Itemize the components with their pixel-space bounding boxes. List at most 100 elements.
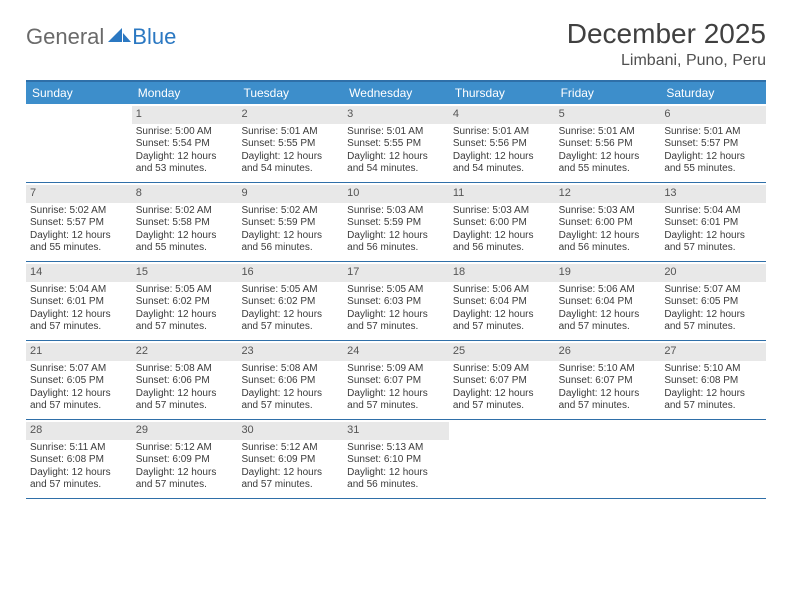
day-cell: 30Sunrise: 5:12 AMSunset: 6:09 PMDayligh… xyxy=(237,420,343,498)
weekday-header: Monday xyxy=(132,82,238,104)
day-cell: 23Sunrise: 5:08 AMSunset: 6:06 PMDayligh… xyxy=(237,341,343,419)
day-cell: 16 Sunrise: 5:05 AMSunset: 6:02 PMDayligh… xyxy=(237,262,343,340)
daylight-line: Daylight: 12 hours and 57 minutes. xyxy=(559,309,657,334)
sunset-line: Sunset: 6:01 PM xyxy=(664,217,762,230)
daylight-line: Daylight: 12 hours and 57 minutes. xyxy=(453,388,551,413)
day-cell: 12Sunrise: 5:03 AMSunset: 6:00 PMDayligh… xyxy=(555,183,661,261)
day-cell: 26Sunrise: 5:10 AMSunset: 6:07 PMDayligh… xyxy=(555,341,661,419)
day-number: 31 xyxy=(343,422,449,440)
sunset-line: Sunset: 6:06 PM xyxy=(136,375,234,388)
sunset-line: Sunset: 6:02 PM xyxy=(241,296,339,309)
sunrise-line: Sunrise: 5:07 AM xyxy=(30,363,128,376)
weekday-header: Saturday xyxy=(660,82,766,104)
sunset-line: Sunset: 6:09 PM xyxy=(136,454,234,467)
sunset-line: Sunset: 6:05 PM xyxy=(30,375,128,388)
day-cell: 25Sunrise: 5:09 AMSunset: 6:07 PMDayligh… xyxy=(449,341,555,419)
daylight-line: Daylight: 12 hours and 57 minutes. xyxy=(136,467,234,492)
sunrise-line: Sunrise: 5:07 AM xyxy=(664,284,762,297)
calendar: SundayMondayTuesdayWednesdayThursdayFrid… xyxy=(26,80,766,499)
day-number: 11 xyxy=(449,185,555,203)
day-number: 2 xyxy=(237,106,343,124)
header: General Blue December 2025 Limbani, Puno… xyxy=(26,18,766,70)
daylight-line: Daylight: 12 hours and 57 minutes. xyxy=(241,388,339,413)
day-cell: 14Sunrise: 5:04 AMSunset: 6:01 PMDayligh… xyxy=(26,262,132,340)
day-number: 7 xyxy=(26,185,132,203)
daylight-line: Daylight: 12 hours and 57 minutes. xyxy=(664,230,762,255)
day-number: 27 xyxy=(660,343,766,361)
sunrise-line: Sunrise: 5:12 AM xyxy=(241,442,339,455)
day-cell: 11Sunrise: 5:03 AMSunset: 6:00 PMDayligh… xyxy=(449,183,555,261)
sunset-line: Sunset: 6:00 PM xyxy=(453,217,551,230)
day-cell xyxy=(660,420,766,498)
day-number: 15 xyxy=(132,264,238,282)
sunrise-line: Sunrise: 5:05 AM xyxy=(241,284,339,297)
daylight-line: Daylight: 12 hours and 55 minutes. xyxy=(664,151,762,176)
weekday-header: Sunday xyxy=(26,82,132,104)
day-number: 5 xyxy=(555,106,661,124)
week-row: 7Sunrise: 5:02 AMSunset: 5:57 PMDaylight… xyxy=(26,183,766,262)
day-number: 29 xyxy=(132,422,238,440)
day-cell: 2Sunrise: 5:01 AMSunset: 5:55 PMDaylight… xyxy=(237,104,343,182)
sunset-line: Sunset: 6:09 PM xyxy=(241,454,339,467)
day-number: 25 xyxy=(449,343,555,361)
sunset-line: Sunset: 5:56 PM xyxy=(559,138,657,151)
sunset-line: Sunset: 6:10 PM xyxy=(347,454,445,467)
sunrise-line: Sunrise: 5:06 AM xyxy=(453,284,551,297)
logo-word-blue: Blue xyxy=(132,24,176,50)
daylight-line: Daylight: 12 hours and 57 minutes. xyxy=(559,388,657,413)
day-number: 3 xyxy=(343,106,449,124)
daylight-line: Daylight: 12 hours and 55 minutes. xyxy=(30,230,128,255)
day-number: 21 xyxy=(26,343,132,361)
week-row: 28Sunrise: 5:11 AMSunset: 6:08 PMDayligh… xyxy=(26,420,766,499)
day-number: 1 xyxy=(132,106,238,124)
week-row: 1Sunrise: 5:00 AMSunset: 5:54 PMDaylight… xyxy=(26,104,766,183)
day-cell: 9Sunrise: 5:02 AMSunset: 5:59 PMDaylight… xyxy=(237,183,343,261)
day-cell: 6Sunrise: 5:01 AMSunset: 5:57 PMDaylight… xyxy=(660,104,766,182)
sunset-line: Sunset: 6:03 PM xyxy=(347,296,445,309)
sunrise-line: Sunrise: 5:10 AM xyxy=(664,363,762,376)
day-cell: 3Sunrise: 5:01 AMSunset: 5:55 PMDaylight… xyxy=(343,104,449,182)
sunset-line: Sunset: 6:00 PM xyxy=(559,217,657,230)
sunset-line: Sunset: 5:54 PM xyxy=(136,138,234,151)
sunset-line: Sunset: 6:04 PM xyxy=(453,296,551,309)
day-cell: 24Sunrise: 5:09 AMSunset: 6:07 PMDayligh… xyxy=(343,341,449,419)
day-cell: 13Sunrise: 5:04 AMSunset: 6:01 PMDayligh… xyxy=(660,183,766,261)
day-number: 20 xyxy=(660,264,766,282)
day-number: 10 xyxy=(343,185,449,203)
sunset-line: Sunset: 6:08 PM xyxy=(30,454,128,467)
daylight-line: Daylight: 12 hours and 57 minutes. xyxy=(347,388,445,413)
sunset-line: Sunset: 5:59 PM xyxy=(347,217,445,230)
day-number: 26 xyxy=(555,343,661,361)
daylight-line: Daylight: 12 hours and 56 minutes. xyxy=(453,230,551,255)
sunset-line: Sunset: 6:04 PM xyxy=(559,296,657,309)
daylight-line: Daylight: 12 hours and 57 minutes. xyxy=(30,388,128,413)
day-number: 12 xyxy=(555,185,661,203)
day-cell: 31Sunrise: 5:13 AMSunset: 6:10 PMDayligh… xyxy=(343,420,449,498)
sunrise-line: Sunrise: 5:02 AM xyxy=(136,205,234,218)
daylight-line: Daylight: 12 hours and 57 minutes. xyxy=(453,309,551,334)
sunset-line: Sunset: 5:55 PM xyxy=(241,138,339,151)
week-row: 21Sunrise: 5:07 AMSunset: 6:05 PMDayligh… xyxy=(26,341,766,420)
sunset-line: Sunset: 6:05 PM xyxy=(664,296,762,309)
daylight-line: Daylight: 12 hours and 55 minutes. xyxy=(559,151,657,176)
sunset-line: Sunset: 5:58 PM xyxy=(136,217,234,230)
sunrise-line: Sunrise: 5:13 AM xyxy=(347,442,445,455)
sunset-line: Sunset: 5:56 PM xyxy=(453,138,551,151)
day-cell: 10Sunrise: 5:03 AMSunset: 5:59 PMDayligh… xyxy=(343,183,449,261)
day-number: 16 xyxy=(237,264,343,282)
day-number: 24 xyxy=(343,343,449,361)
weekday-header-row: SundayMondayTuesdayWednesdayThursdayFrid… xyxy=(26,82,766,104)
sunset-line: Sunset: 6:01 PM xyxy=(30,296,128,309)
day-cell: 7Sunrise: 5:02 AMSunset: 5:57 PMDaylight… xyxy=(26,183,132,261)
sunrise-line: Sunrise: 5:03 AM xyxy=(347,205,445,218)
daylight-line: Daylight: 12 hours and 57 minutes. xyxy=(241,309,339,334)
sunrise-line: Sunrise: 5:12 AM xyxy=(136,442,234,455)
day-number: 23 xyxy=(237,343,343,361)
day-number: 28 xyxy=(26,422,132,440)
day-number: 4 xyxy=(449,106,555,124)
location: Limbani, Puno, Peru xyxy=(567,52,766,70)
daylight-line: Daylight: 12 hours and 57 minutes. xyxy=(30,467,128,492)
sunrise-line: Sunrise: 5:06 AM xyxy=(559,284,657,297)
weekday-header: Tuesday xyxy=(237,82,343,104)
daylight-line: Daylight: 12 hours and 57 minutes. xyxy=(136,388,234,413)
